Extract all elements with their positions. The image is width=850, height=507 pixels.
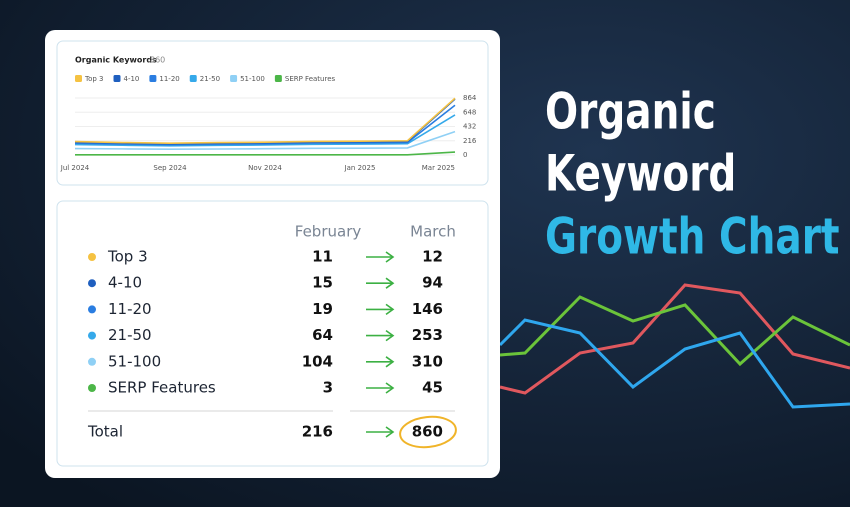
cell-value: 94 [422,274,443,292]
legend-label: 11-20 [159,75,179,83]
series-line [74,130,456,150]
y-tick-label: 648 [463,108,476,116]
arrow-head [385,356,395,368]
y-tick-label: 0 [463,151,467,159]
legend-dot [88,357,96,366]
x-tick-label: Jan 2025 [344,164,376,172]
column-header: February [295,223,362,241]
x-tick-label: Jul 2024 [60,164,90,172]
cell-value: 104 [302,352,333,370]
legend-swatch [149,75,157,82]
legend-dot [88,331,96,340]
total-value: 860 [412,423,443,441]
legend-label: 4-10 [124,75,140,83]
cell-value: 3 [323,379,333,397]
row-label: SERP Features [108,379,216,397]
legend-label: Top 3 [84,75,104,83]
highlight-circle [399,415,457,449]
chart-subtitle: 860 [150,56,165,65]
arrow-head [385,426,395,438]
y-tick-label: 432 [463,123,476,131]
legend-swatch [75,75,82,82]
legend-dot [88,305,96,314]
cell-value: 11 [312,248,333,266]
arrow-head [385,277,395,289]
decor-line [499,295,850,367]
cell-value: 310 [412,352,443,370]
legend-dot [88,253,96,261]
total-value: 216 [302,423,333,441]
legend-swatch [274,75,282,82]
arrow-head [385,382,395,394]
cell-value: 15 [312,274,333,292]
x-tick-label: Nov 2024 [248,164,282,172]
arrow-head [385,251,395,263]
decor-line [498,318,850,409]
legend-dot [88,279,96,288]
legend-dot [88,384,96,392]
cell-value: 64 [312,326,333,344]
headline: Organic [545,82,716,141]
chart-title: Organic Keywords [75,56,157,65]
cell-value: 12 [422,248,443,266]
cell-value: 146 [412,300,443,318]
row-label: 4-10 [108,274,142,292]
cell-value: 19 [312,300,333,318]
legend-label: 51-100 [240,75,265,83]
y-tick-label: 864 [463,94,477,102]
row-label: 21-50 [108,326,152,344]
series-line [74,104,456,146]
series-line [74,114,456,147]
legend-label: SERP Features [285,75,336,83]
x-tick-label: Sep 2024 [153,164,187,172]
table-panel [56,200,489,467]
headline: Keyword [545,144,736,203]
legend-swatch [230,75,238,82]
y-tick-label: 216 [463,137,477,145]
cell-value: 45 [422,379,443,397]
column-header: March [410,223,456,241]
row-label: 51-100 [108,352,161,370]
legend-swatch [113,75,121,82]
legend-label: 21-50 [200,75,220,83]
arrow-head [385,329,395,342]
row-label: 11-20 [108,300,152,318]
series-line [74,97,456,144]
cell-value: 253 [412,326,443,344]
x-tick-label: Mar 2025 [422,164,455,172]
headline: Growth Chart [545,207,840,266]
total-label: Total [87,423,123,441]
series-line [75,151,456,156]
arrow-head [385,303,395,316]
legend-swatch [189,75,197,82]
row-label: Top 3 [107,248,148,266]
